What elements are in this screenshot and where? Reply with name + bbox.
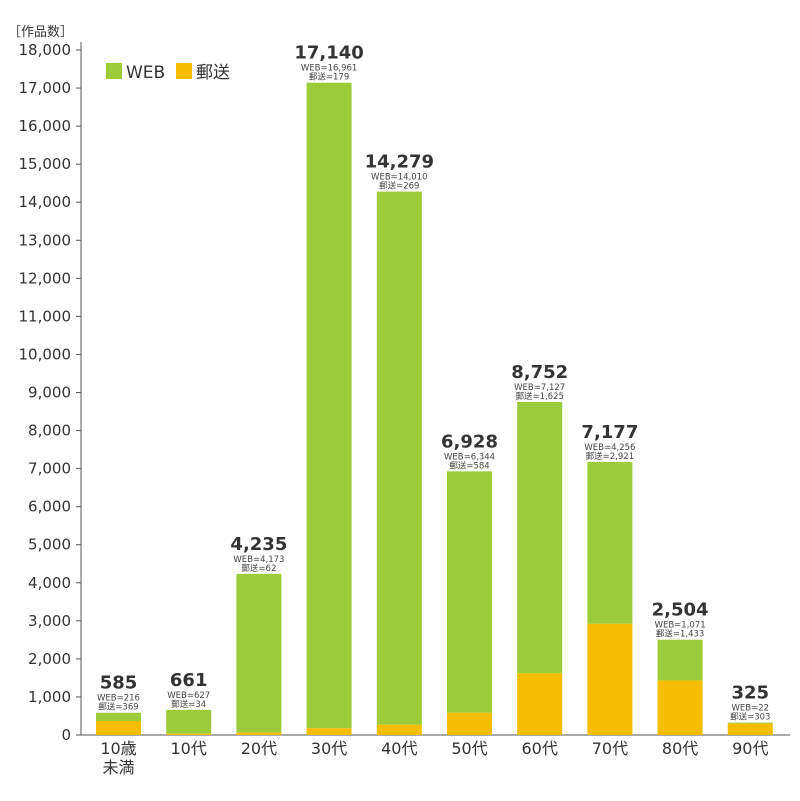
total-label: 6,928: [441, 431, 498, 452]
post-count-label: 郵送=62: [241, 563, 276, 574]
bar-web: [306, 82, 352, 729]
web-count-label: WEB=627: [167, 691, 210, 701]
post-count-label: 郵送=1,433: [656, 629, 704, 640]
y-tick-label: 15,000: [19, 155, 72, 173]
web-count-label: WEB=22: [732, 704, 770, 714]
total-label: 14,279: [365, 152, 434, 173]
bar-web: [166, 709, 212, 734]
bar-web: [447, 471, 492, 713]
bar-post: [166, 733, 212, 735]
y-tick-label: 4,000: [28, 574, 71, 592]
x-tick-label: 10歳未満: [100, 739, 136, 777]
y-tick-label: 10,000: [19, 345, 72, 363]
y-tick-label: 16,000: [19, 117, 72, 135]
bar-web: [96, 712, 141, 721]
y-tick-label: 8,000: [28, 422, 71, 440]
total-label: 17,140: [294, 43, 363, 64]
total-label: 661: [170, 670, 208, 691]
bar-post: [727, 723, 773, 735]
y-tick-label: 3,000: [28, 612, 71, 630]
web-count-label: WEB=7,127: [514, 383, 565, 393]
y-tick-label: 14,000: [19, 193, 72, 211]
y-tick-label: 13,000: [19, 231, 72, 249]
bar-post: [306, 728, 352, 735]
x-tick-label: 20代: [241, 739, 277, 758]
post-count-label: 郵送=584: [449, 460, 489, 471]
post-count-label: 郵送=34: [171, 699, 206, 710]
bar-web: [236, 573, 282, 733]
post-count-label: 郵送=179: [309, 72, 349, 83]
web-count-label: WEB=216: [97, 694, 140, 704]
post-count-label: 郵送=2,921: [586, 451, 634, 462]
total-label: 7,177: [581, 422, 638, 443]
legend-label: WEB: [126, 63, 165, 83]
x-tick-label: 40代: [381, 739, 417, 758]
bar-post: [517, 673, 563, 735]
bar-post: [447, 712, 492, 735]
y-tick-label: 1,000: [28, 688, 71, 706]
bar-web: [727, 722, 773, 724]
y-tick-label: 11,000: [19, 307, 72, 325]
bar-post: [236, 732, 282, 735]
bar-web: [657, 639, 703, 681]
y-tick-label: 7,000: [28, 460, 71, 478]
post-count-label: 郵送=369: [98, 702, 138, 713]
y-tick-label: 12,000: [19, 269, 72, 287]
y-tick-label: 0: [61, 726, 71, 744]
total-label: 585: [100, 673, 138, 694]
total-label: 4,235: [230, 534, 287, 555]
bar-web: [587, 461, 633, 624]
legend-swatch: [106, 63, 122, 79]
web-count-label: WEB=16,961: [301, 64, 357, 74]
bar-web: [517, 401, 563, 674]
y-tick-label: 6,000: [28, 498, 71, 516]
legend-label: 郵送: [196, 63, 230, 83]
bar-web: [376, 191, 422, 725]
post-count-label: 郵送=303: [730, 712, 770, 723]
post-count-label: 郵送=1,625: [515, 391, 563, 402]
bar-post: [96, 720, 141, 735]
total-label: 2,504: [652, 600, 709, 621]
y-axis-unit-label: ［作品数］: [8, 25, 73, 40]
web-count-label: WEB=4,256: [584, 443, 635, 453]
bar-post: [587, 623, 633, 735]
web-count-label: WEB=14,010: [371, 173, 427, 183]
y-tick-label: 9,000: [28, 384, 71, 402]
web-count-label: WEB=1,071: [655, 621, 706, 631]
total-label: 8,752: [511, 362, 568, 383]
x-tick-label: 70代: [592, 739, 628, 758]
x-tick-label: 10代: [171, 739, 207, 758]
y-tick-label: 5,000: [28, 536, 71, 554]
y-tick-label: 17,000: [19, 79, 72, 97]
web-count-label: WEB=6,344: [444, 452, 495, 462]
bar-post: [657, 680, 703, 735]
x-tick-label: 30代: [311, 739, 347, 758]
x-tick-label: 60代: [522, 739, 558, 758]
web-count-label: WEB=4,173: [233, 555, 284, 565]
post-count-label: 郵送=269: [379, 181, 419, 192]
x-tick-label: 80代: [662, 739, 698, 758]
x-tick-label: 90代: [732, 739, 768, 758]
y-tick-label: 18,000: [19, 41, 72, 59]
bar-post: [376, 724, 422, 735]
x-tick-label: 50代: [451, 739, 487, 758]
legend-swatch: [176, 63, 192, 79]
y-tick-label: 2,000: [28, 650, 71, 668]
total-label: 325: [732, 683, 770, 704]
